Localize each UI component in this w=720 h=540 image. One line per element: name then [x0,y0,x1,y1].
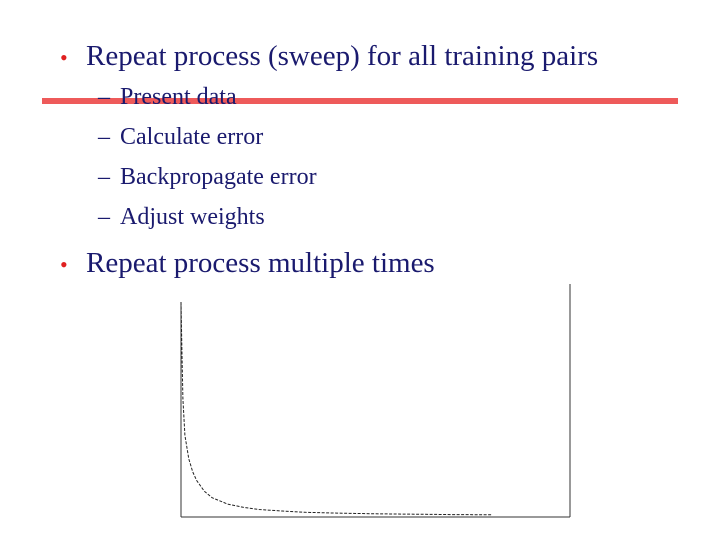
bullet-text: Repeat process multiple times [86,247,435,279]
bullet-dot: • [60,252,68,277]
bullet-item-repeat: • Repeat process multiple times [60,247,435,280]
title-divider-rule [42,98,678,104]
dash-marker: – [98,84,110,110]
sub-item-text: Present data [120,84,237,110]
sub-item-text: Backpropagate error [120,164,317,190]
bullet-text: Repeat process (sweep) for all training … [86,40,599,72]
bullet-item-sweep: • Repeat process (sweep) for all trainin… [60,40,598,73]
series-line [180,301,493,516]
sub-item-present-data: – Present data [98,84,237,111]
sub-item-calculate-error: – Calculate error [98,124,263,151]
dash-marker: – [98,124,110,150]
dash-marker: – [98,204,110,230]
sub-item-text: Adjust weights [120,204,265,230]
error-curve-chart [180,284,571,518]
sub-item-text: Calculate error [120,124,264,150]
sub-item-adjust-weights: – Adjust weights [98,204,265,231]
bullet-dot: • [60,45,68,70]
dash-marker: – [98,164,110,190]
sub-item-backpropagate-error: – Backpropagate error [98,164,317,191]
